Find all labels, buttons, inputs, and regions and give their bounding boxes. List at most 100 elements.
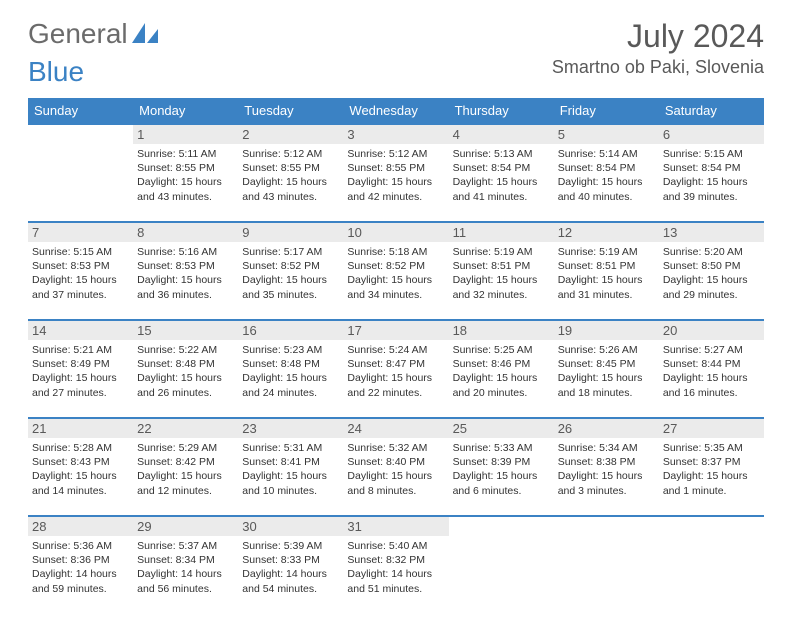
sunrise-text: Sunrise: 5:36 AM xyxy=(32,539,129,553)
weekday-header: Sunday xyxy=(28,98,133,124)
day-info: Sunrise: 5:25 AMSunset: 8:46 PMDaylight:… xyxy=(453,343,550,400)
daylight-text-1: Daylight: 15 hours xyxy=(663,469,760,483)
day-info: Sunrise: 5:11 AMSunset: 8:55 PMDaylight:… xyxy=(137,147,234,204)
daylight-text-2: and 10 minutes. xyxy=(242,484,339,498)
daylight-text-1: Daylight: 15 hours xyxy=(347,273,444,287)
day-info: Sunrise: 5:39 AMSunset: 8:33 PMDaylight:… xyxy=(242,539,339,596)
calendar-day-cell: 22Sunrise: 5:29 AMSunset: 8:42 PMDayligh… xyxy=(133,418,238,516)
day-info: Sunrise: 5:12 AMSunset: 8:55 PMDaylight:… xyxy=(242,147,339,204)
sunrise-text: Sunrise: 5:17 AM xyxy=(242,245,339,259)
daylight-text-2: and 35 minutes. xyxy=(242,288,339,302)
sunrise-text: Sunrise: 5:19 AM xyxy=(453,245,550,259)
sunset-text: Sunset: 8:53 PM xyxy=(137,259,234,273)
calendar-table: SundayMondayTuesdayWednesdayThursdayFrid… xyxy=(28,98,764,613)
day-number: 19 xyxy=(554,321,659,340)
day-info: Sunrise: 5:37 AMSunset: 8:34 PMDaylight:… xyxy=(137,539,234,596)
sunset-text: Sunset: 8:46 PM xyxy=(453,357,550,371)
calendar-day-cell: 26 Sunrise: 5:34 AMSunset: 8:38 PMDayligh… xyxy=(554,418,659,516)
calendar-week-row: 14Sunrise: 5:21 AMSunset: 8:49 PMDayligh… xyxy=(28,320,764,418)
day-info: Sunrise: 5:20 AMSunset: 8:50 PMDaylight:… xyxy=(663,245,760,302)
day-number: 16 xyxy=(238,321,343,340)
weekday-header: Monday xyxy=(133,98,238,124)
sunrise-text: Sunrise: 5:39 AM xyxy=(242,539,339,553)
sunset-text: Sunset: 8:38 PM xyxy=(558,455,655,469)
day-info: Sunrise: 5:22 AMSunset: 8:48 PMDaylight:… xyxy=(137,343,234,400)
daylight-text-1: Daylight: 15 hours xyxy=(242,273,339,287)
daylight-text-1: Daylight: 15 hours xyxy=(663,371,760,385)
title-block: July 2024 Smartno ob Paki, Slovenia xyxy=(552,18,764,78)
sunset-text: Sunset: 8:55 PM xyxy=(242,161,339,175)
calendar-day-cell: 15Sunrise: 5:22 AMSunset: 8:48 PMDayligh… xyxy=(133,320,238,418)
sunset-text: Sunset: 8:33 PM xyxy=(242,553,339,567)
calendar-day-cell: 23Sunrise: 5:31 AMSunset: 8:41 PMDayligh… xyxy=(238,418,343,516)
day-number: 7 xyxy=(28,223,133,242)
day-number: 31 xyxy=(343,517,448,536)
sunrise-text: Sunrise: 5:23 AM xyxy=(242,343,339,357)
day-info: Sunrise: 5:21 AMSunset: 8:49 PMDaylight:… xyxy=(32,343,129,400)
calendar-day-cell: 29Sunrise: 5:37 AMSunset: 8:34 PMDayligh… xyxy=(133,516,238,613)
day-number: 24 xyxy=(343,419,448,438)
daylight-text-2: and 39 minutes. xyxy=(663,190,760,204)
sunset-text: Sunset: 8:39 PM xyxy=(453,455,550,469)
daylight-text-2: and 29 minutes. xyxy=(663,288,760,302)
calendar-day-cell: 1Sunrise: 5:11 AMSunset: 8:55 PMDaylight… xyxy=(133,124,238,222)
sunset-text: Sunset: 8:45 PM xyxy=(558,357,655,371)
calendar-empty-cell xyxy=(28,124,133,222)
daylight-text-2: and 18 minutes. xyxy=(558,386,655,400)
calendar-empty-cell xyxy=(554,516,659,613)
sunset-text: Sunset: 8:54 PM xyxy=(558,161,655,175)
daylight-text-1: Daylight: 15 hours xyxy=(663,273,760,287)
day-info: Sunrise: 5:17 AMSunset: 8:52 PMDaylight:… xyxy=(242,245,339,302)
daylight-text-1: Daylight: 15 hours xyxy=(453,469,550,483)
day-number: 11 xyxy=(449,223,554,242)
day-number: 10 xyxy=(343,223,448,242)
day-info: Sunrise: 5:15 AMSunset: 8:53 PMDaylight:… xyxy=(32,245,129,302)
calendar-week-row: 21Sunrise: 5:28 AMSunset: 8:43 PMDayligh… xyxy=(28,418,764,516)
sunrise-text: Sunrise: 5:18 AM xyxy=(347,245,444,259)
sunrise-text: Sunrise: 5:40 AM xyxy=(347,539,444,553)
day-info: Sunrise: 5:40 AMSunset: 8:32 PMDaylight:… xyxy=(347,539,444,596)
day-number: 2 xyxy=(238,125,343,144)
day-number: 30 xyxy=(238,517,343,536)
daylight-text-1: Daylight: 15 hours xyxy=(242,175,339,189)
calendar-day-cell: 5Sunrise: 5:14 AMSunset: 8:54 PMDaylight… xyxy=(554,124,659,222)
day-info: Sunrise: 5:34 AMSunset: 8:38 PMDaylight:… xyxy=(558,441,655,498)
day-number: 12 xyxy=(554,223,659,242)
day-number: 18 xyxy=(449,321,554,340)
sunset-text: Sunset: 8:48 PM xyxy=(242,357,339,371)
daylight-text-1: Daylight: 15 hours xyxy=(453,371,550,385)
daylight-text-2: and 34 minutes. xyxy=(347,288,444,302)
day-number: 21 xyxy=(28,419,133,438)
daylight-text-1: Daylight: 15 hours xyxy=(32,273,129,287)
day-info: Sunrise: 5:32 AMSunset: 8:40 PMDaylight:… xyxy=(347,441,444,498)
sunset-text: Sunset: 8:37 PM xyxy=(663,455,760,469)
sunset-text: Sunset: 8:55 PM xyxy=(347,161,444,175)
sunrise-text: Sunrise: 5:21 AM xyxy=(32,343,129,357)
calendar-week-row: 7 Sunrise: 5:15 AMSunset: 8:53 PMDaylight… xyxy=(28,222,764,320)
daylight-text-2: and 22 minutes. xyxy=(347,386,444,400)
daylight-text-1: Daylight: 15 hours xyxy=(558,469,655,483)
sunset-text: Sunset: 8:48 PM xyxy=(137,357,234,371)
day-number: 8 xyxy=(133,223,238,242)
daylight-text-1: Daylight: 15 hours xyxy=(137,469,234,483)
sunrise-text: Sunrise: 5:19 AM xyxy=(558,245,655,259)
daylight-text-1: Daylight: 15 hours xyxy=(347,175,444,189)
daylight-text-2: and 24 minutes. xyxy=(242,386,339,400)
sunrise-text: Sunrise: 5:33 AM xyxy=(453,441,550,455)
sunrise-text: Sunrise: 5:37 AM xyxy=(137,539,234,553)
daylight-text-1: Daylight: 15 hours xyxy=(663,175,760,189)
daylight-text-1: Daylight: 15 hours xyxy=(242,469,339,483)
weekday-header: Tuesday xyxy=(238,98,343,124)
sunset-text: Sunset: 8:34 PM xyxy=(137,553,234,567)
day-number: 26 xyxy=(554,419,659,438)
calendar-day-cell: 13Sunrise: 5:20 AMSunset: 8:50 PMDayligh… xyxy=(659,222,764,320)
daylight-text-1: Daylight: 15 hours xyxy=(558,175,655,189)
sunrise-text: Sunrise: 5:25 AM xyxy=(453,343,550,357)
daylight-text-2: and 59 minutes. xyxy=(32,582,129,596)
calendar-day-cell: 11Sunrise: 5:19 AMSunset: 8:51 PMDayligh… xyxy=(449,222,554,320)
calendar-day-cell: 4Sunrise: 5:13 AMSunset: 8:54 PMDaylight… xyxy=(449,124,554,222)
sunset-text: Sunset: 8:50 PM xyxy=(663,259,760,273)
calendar-day-cell: 10Sunrise: 5:18 AMSunset: 8:52 PMDayligh… xyxy=(343,222,448,320)
daylight-text-1: Daylight: 15 hours xyxy=(453,175,550,189)
calendar-day-cell: 21Sunrise: 5:28 AMSunset: 8:43 PMDayligh… xyxy=(28,418,133,516)
